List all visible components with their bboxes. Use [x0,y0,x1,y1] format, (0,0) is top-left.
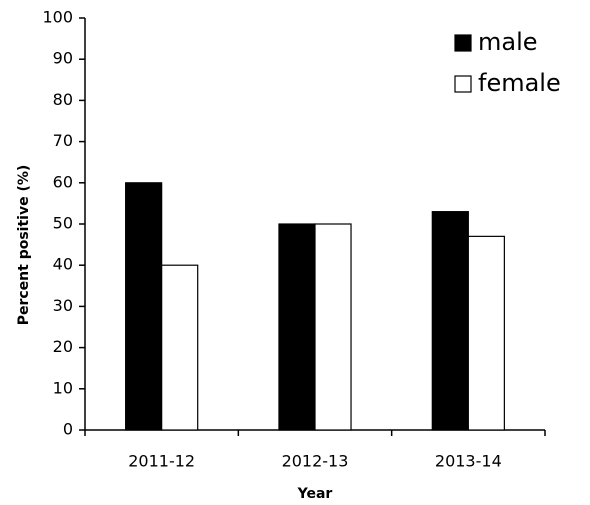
bar [161,264,199,431]
y-tick-label: 40 [53,255,73,274]
y-axis-label: Percent positive (%) [16,165,32,326]
y-tick-label: 100 [42,8,73,27]
y-tick-label: 20 [53,337,73,356]
bar [125,182,163,431]
y-tick-label: 80 [53,90,73,109]
y-tick-label: 30 [53,296,73,315]
y-tick-label: 60 [53,172,73,191]
legend-swatch [454,34,472,52]
x-tick-label: 2011-12 [128,452,195,471]
y-tick-label: 0 [63,420,73,439]
legend-swatch [454,75,472,93]
bar [431,211,469,431]
bar [467,235,505,431]
legend-label: female [478,69,561,97]
y-tick-label: 10 [53,378,73,397]
bar [314,223,352,431]
y-tick-label: 70 [53,131,73,150]
x-tick-label: 2012-13 [282,452,349,471]
x-tick-label: 2013-14 [435,452,502,471]
x-axis-label: Year [297,486,333,502]
legend-label: male [478,28,538,56]
y-tick-label: 50 [53,214,73,233]
y-tick-label: 90 [53,49,73,68]
bar [278,223,316,431]
